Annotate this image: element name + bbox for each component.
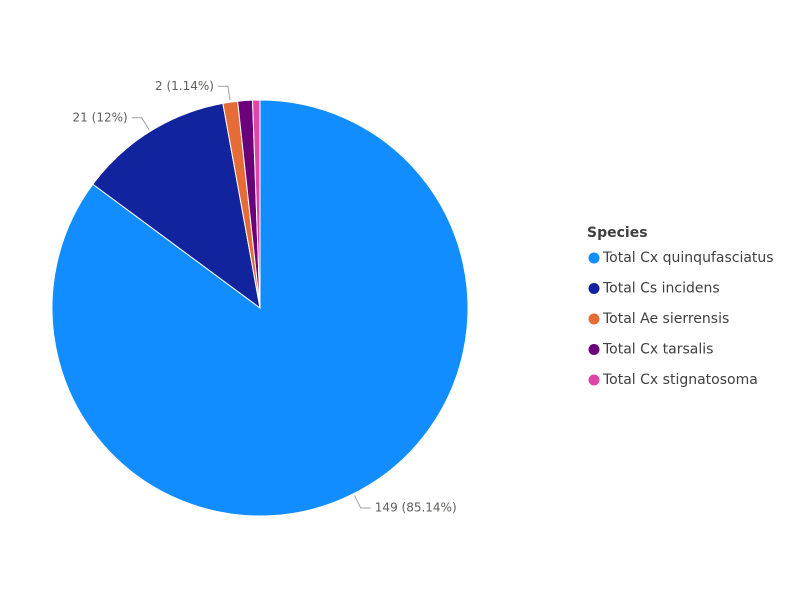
pie-slice <box>92 102 261 310</box>
pie-slice <box>252 99 261 309</box>
data-label: 21 (12%) <box>73 110 128 124</box>
legend-title: Species <box>587 225 648 241</box>
leader-line <box>354 495 371 509</box>
data-label: 2 (1.14%) <box>155 79 214 93</box>
leader-line <box>217 85 231 101</box>
leader-line <box>131 117 150 130</box>
data-label: 149 (85.14%) <box>375 501 457 515</box>
legend-label[interactable]: Total Cx tarsalis <box>602 342 713 358</box>
legend-label[interactable]: Total Cx quinqufasciatus <box>602 250 774 266</box>
pie-slice <box>51 99 469 517</box>
legend-marker[interactable] <box>588 344 600 355</box>
legend-label[interactable]: Total Cx stignatosoma <box>602 372 758 388</box>
legend-marker[interactable] <box>588 313 600 325</box>
legend-marker[interactable] <box>588 252 600 264</box>
legend-marker[interactable] <box>588 283 600 294</box>
legend-label[interactable]: Total Cs incidens <box>602 281 720 297</box>
legend-label[interactable]: Total Ae sierrensis <box>602 311 729 327</box>
legend-marker[interactable] <box>588 374 600 386</box>
